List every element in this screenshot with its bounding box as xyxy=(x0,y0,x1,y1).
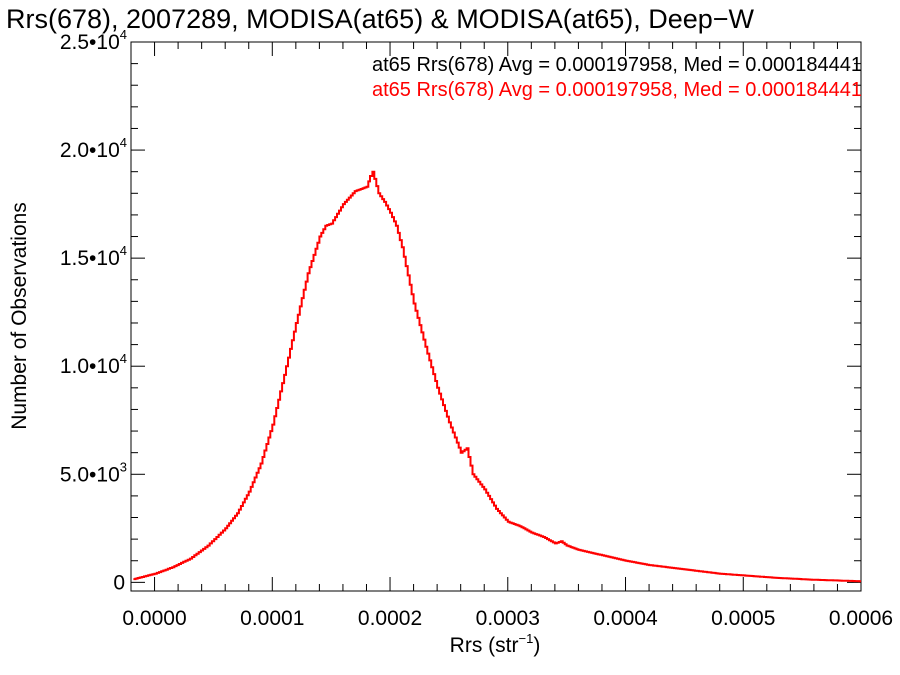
y-tick-label: 2.5•104 xyxy=(60,27,127,54)
x-tick-label: 0.0001 xyxy=(240,607,304,630)
y-tick-label: 1.5•104 xyxy=(60,243,127,270)
x-tick-label: 0.0004 xyxy=(593,607,658,630)
x-axis-label: Rrs (str−1) xyxy=(450,631,541,657)
x-axis-label-superscript: −1 xyxy=(519,631,534,646)
x-tick-label: 0.0005 xyxy=(711,607,775,630)
stats-annotation-black: at65 Rrs(678) Avg = 0.000197958, Med = 0… xyxy=(372,54,862,76)
y-axis-label: Number of Observations xyxy=(8,202,31,430)
y-tick-label: 5.0•103 xyxy=(60,459,127,486)
y-tick-label: 2.0•104 xyxy=(60,135,127,162)
x-tick-label: 0.0003 xyxy=(476,607,540,630)
y-tick-label: 1.0•104 xyxy=(60,351,127,378)
x-axis-label-end: ) xyxy=(533,634,540,657)
x-tick-label: 0.0000 xyxy=(122,607,186,630)
x-axis-label-main: Rrs (str xyxy=(450,634,519,657)
chart-title: Rrs(678), 2007289, MODISA(at65) & MODISA… xyxy=(6,4,755,34)
histogram-series xyxy=(133,170,861,583)
stats-annotation-red: at65 Rrs(678) Avg = 0.000197958, Med = 0… xyxy=(372,79,862,101)
plot-area: 0.0000 0.0001 0.0002 0.0003 0.0004 0.0005 0.00… xyxy=(60,27,893,630)
y-tick-label: 0 xyxy=(113,571,125,594)
x-tick-label: 0.0006 xyxy=(829,607,893,630)
x-tick-label: 0.0002 xyxy=(358,607,422,630)
plot-frame xyxy=(130,41,862,592)
